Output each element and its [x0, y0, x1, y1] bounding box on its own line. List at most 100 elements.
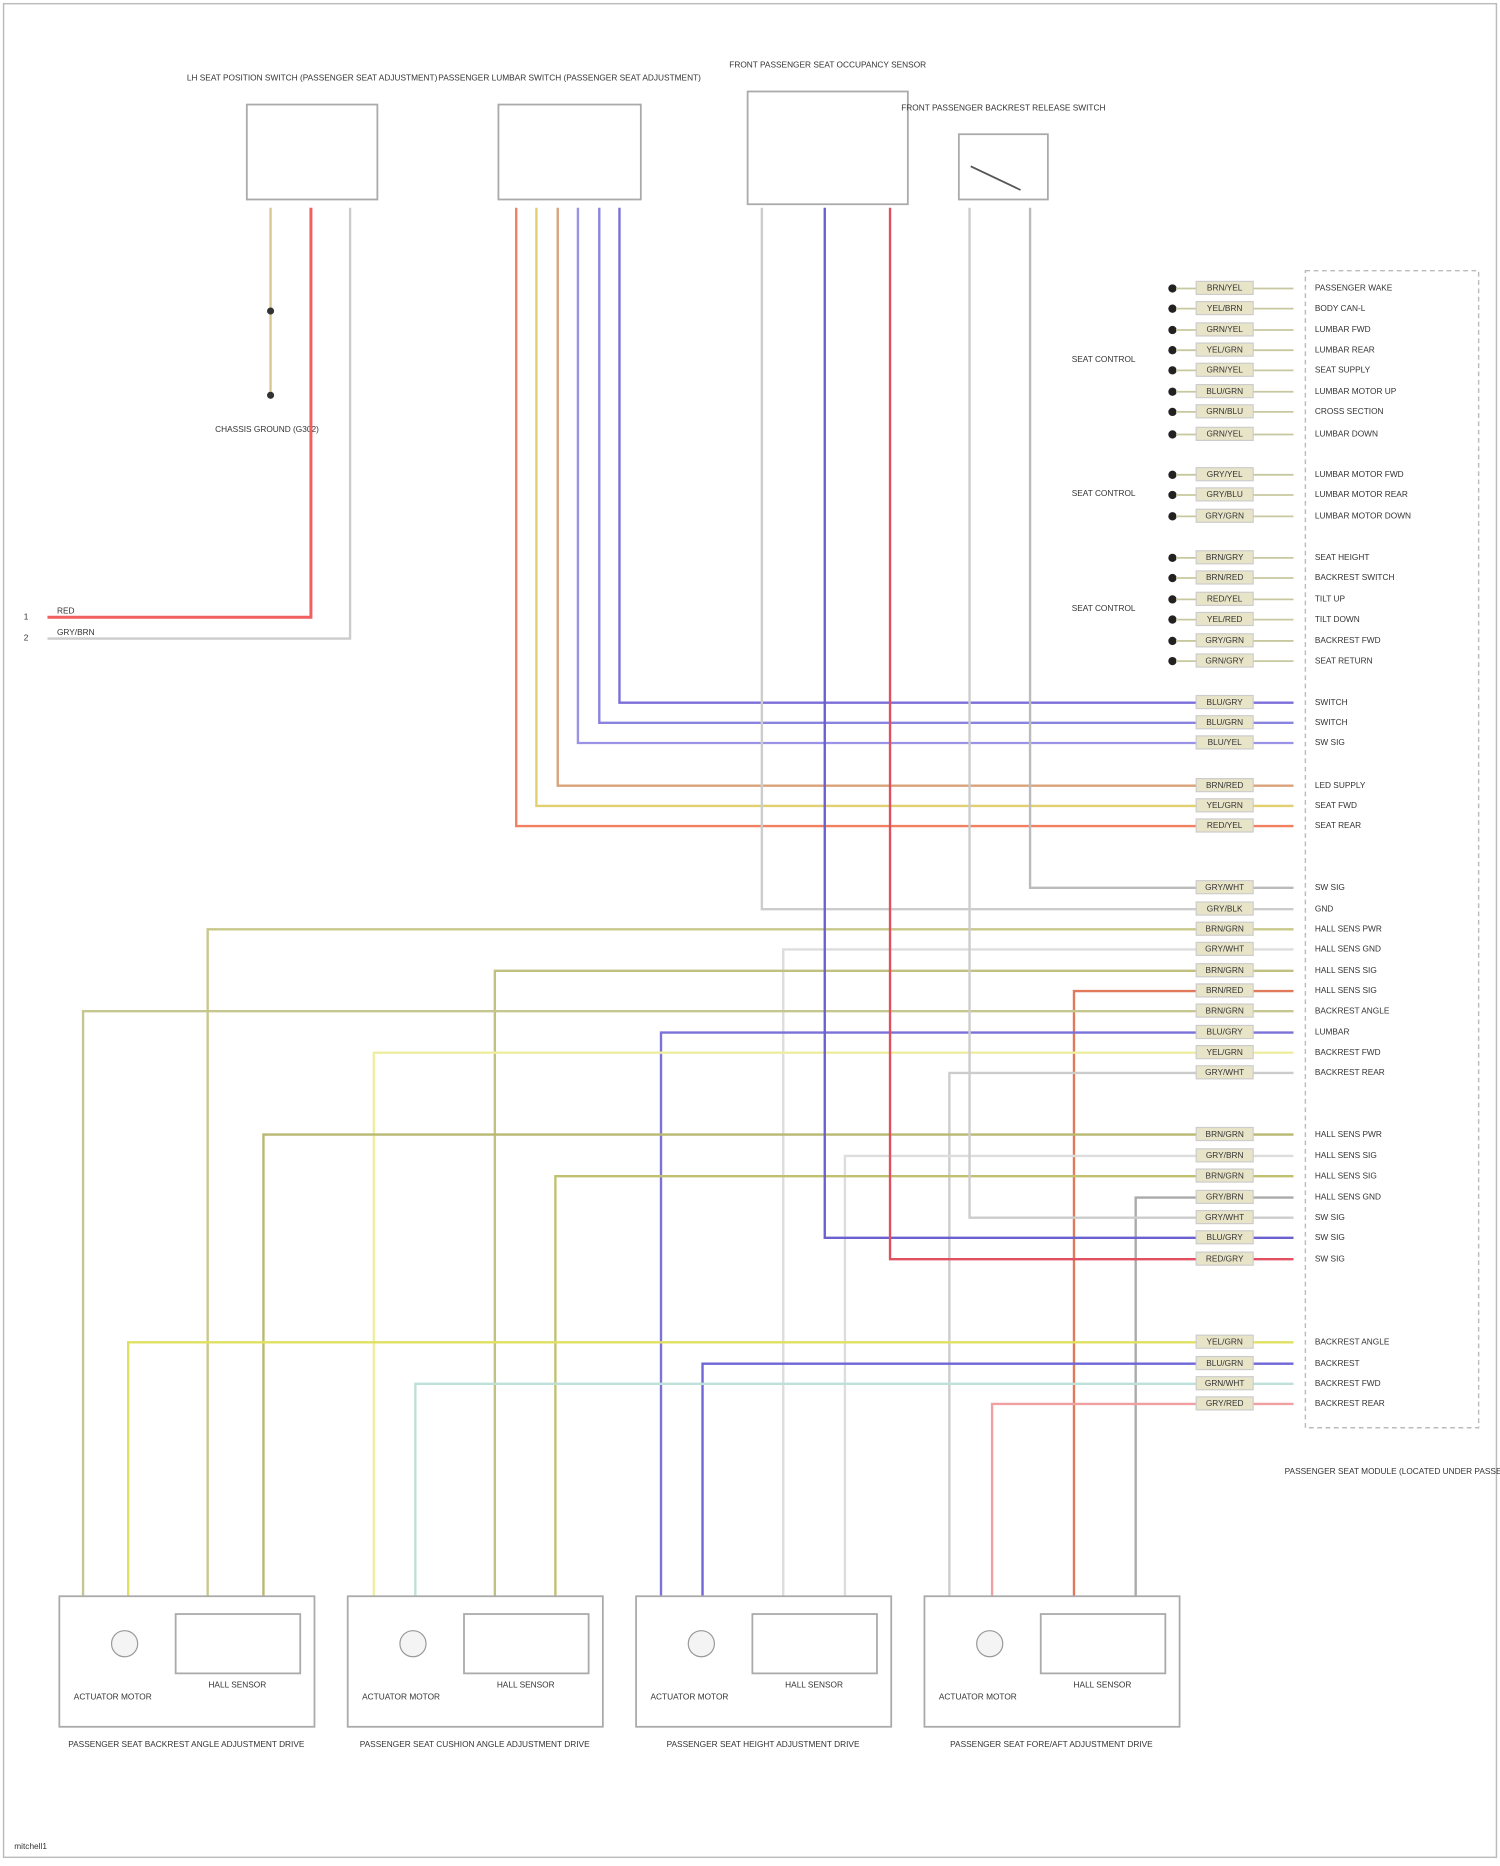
wire-color: GRY/YEL	[1207, 469, 1243, 479]
wire-color: RED/YEL	[1207, 820, 1243, 830]
wire-color: BLU/YEL	[1208, 737, 1243, 747]
wire-color: GRY/WHT	[1205, 944, 1244, 954]
wire-color: BRN/GRN	[1206, 1005, 1244, 1015]
pin-name: LUMBAR MOTOR FWD	[1315, 469, 1404, 479]
wire-color: BRN/RED	[1206, 780, 1243, 790]
wire-tag	[1195, 653, 1254, 668]
motor-label: ACTUATOR MOTOR	[651, 1691, 729, 1701]
sensor-label: HALL SENSOR	[497, 1679, 555, 1689]
pin-name: LUMBAR	[1315, 1027, 1350, 1037]
wire	[823, 207, 1294, 1240]
wire	[659, 1031, 1294, 1597]
wire-tag	[1195, 550, 1254, 565]
pin-name: SEAT SUPPLY	[1315, 365, 1371, 375]
pin-name: LUMBAR MOTOR UP	[1315, 386, 1397, 396]
wire-color: BRN/GRN	[1206, 1129, 1244, 1139]
pin-name: SW SIG	[1315, 737, 1345, 747]
connector-pin	[1168, 304, 1177, 313]
wire-tag	[1195, 591, 1254, 606]
component-label: FRONT PASSENGER SEAT OCCUPANCY SENSOR	[729, 60, 926, 70]
wire-tag	[1195, 362, 1254, 377]
wire-color: BRN/RED	[1206, 572, 1243, 582]
pin-name: SEAT RETURN	[1315, 655, 1373, 665]
wire-tag	[1195, 963, 1254, 978]
wire-color: BRN/RED	[1206, 985, 1243, 995]
pin-name: SEAT HEIGHT	[1315, 552, 1370, 562]
footer: mitchell1	[14, 1841, 47, 1851]
wire	[782, 948, 1294, 1597]
pin-name: HALL SENS SIG	[1315, 985, 1377, 995]
sensor-box	[463, 1613, 590, 1675]
connector-pin	[1168, 553, 1177, 563]
wire-color: GRY/GRN	[1205, 635, 1244, 645]
component-box	[497, 103, 642, 201]
motor-symbol	[399, 1630, 427, 1658]
pin-name: SW SIG	[1315, 1212, 1345, 1222]
wire-tag	[1195, 901, 1254, 916]
pin-name: HALL SENS SIG	[1315, 1150, 1377, 1160]
motor-label: ACTUATOR MOTOR	[362, 1691, 440, 1701]
wire-tag	[1195, 1126, 1254, 1142]
wire-color: YEL/GRN	[1206, 1336, 1242, 1346]
switch-contact	[970, 165, 1021, 191]
wire-color: BLU/GRN	[1206, 386, 1243, 396]
wire-tag	[1195, 467, 1254, 482]
wire-tag	[1195, 342, 1254, 357]
pin-name: BACKREST ANGLE	[1315, 1336, 1390, 1346]
wire-color: YEL/GRN	[1206, 800, 1242, 810]
wire-color: BRN/GRN	[1206, 924, 1244, 934]
wire	[126, 1341, 1294, 1597]
wire-color: GRN/YEL	[1206, 429, 1243, 439]
wire-tag	[1195, 1251, 1254, 1266]
wire-color: GRY/BRN	[1206, 1192, 1244, 1202]
wire-tag	[1195, 1003, 1254, 1018]
pin-name: LUMBAR DOWN	[1315, 429, 1378, 439]
connector-pin	[1168, 407, 1177, 417]
wire	[262, 1133, 1294, 1597]
wire-tag	[1195, 880, 1254, 895]
wire-color: YEL/GRN	[1206, 344, 1242, 354]
wire-color: YEL/BRN	[1207, 303, 1243, 313]
sensor-label: HALL SENSOR	[208, 1679, 266, 1689]
connector-pin	[1168, 284, 1177, 293]
wire	[990, 1402, 1294, 1597]
wire-tag	[1195, 633, 1254, 648]
wire-color: BRN/GRY	[1206, 552, 1244, 562]
splice-label: CHASSIS GROUND (G302)	[215, 424, 319, 434]
connector-pin	[1168, 490, 1177, 500]
pin-name: SEAT REAR	[1315, 820, 1361, 830]
wire-tag	[1195, 778, 1254, 793]
wire-tag	[1195, 508, 1254, 523]
connector-group-label: SEAT CONTROL	[1072, 354, 1136, 364]
pin-name: BACKREST REAR	[1315, 1398, 1385, 1408]
wire-color: GRY/BLK	[1207, 903, 1243, 913]
pin-name: BACKREST SWITCH	[1315, 572, 1395, 582]
wire-color: BLU/GRY	[1207, 1027, 1244, 1037]
assembly-caption: PASSENGER SEAT BACKREST ANGLE ADJUSTMENT…	[68, 1739, 305, 1749]
pin-name: SWITCH	[1315, 697, 1348, 707]
wire	[493, 969, 1294, 1597]
connector-pin	[1168, 366, 1177, 375]
wire-color: GRY/WHT	[1205, 882, 1244, 892]
wire-tag	[1195, 983, 1254, 998]
sensor-box	[751, 1613, 878, 1675]
wire	[843, 1154, 1294, 1597]
wire	[598, 207, 1294, 725]
connector-pin	[1168, 430, 1177, 439]
wire-tag	[1195, 570, 1254, 585]
motor-symbol	[976, 1630, 1004, 1658]
pin-name: HALL SENS PWR	[1315, 1129, 1382, 1139]
component-label: PASSENGER LUMBAR SWITCH (PASSENGER SEAT …	[438, 73, 701, 83]
harness-pin: 2	[24, 633, 29, 643]
module-label: PASSENGER SEAT MODULE (LOCATED UNDER PAS…	[1285, 1466, 1500, 1476]
wire-color: GRY/RED	[1206, 1398, 1244, 1408]
pin-name: BACKREST	[1315, 1358, 1360, 1368]
wire	[576, 207, 1294, 745]
wire-tag	[1195, 1189, 1254, 1205]
pin-name: HALL SENS SIG	[1315, 1170, 1377, 1180]
component-box	[957, 133, 1049, 201]
pin-name: SW SIG	[1315, 882, 1345, 892]
wire-tag	[1195, 487, 1254, 502]
